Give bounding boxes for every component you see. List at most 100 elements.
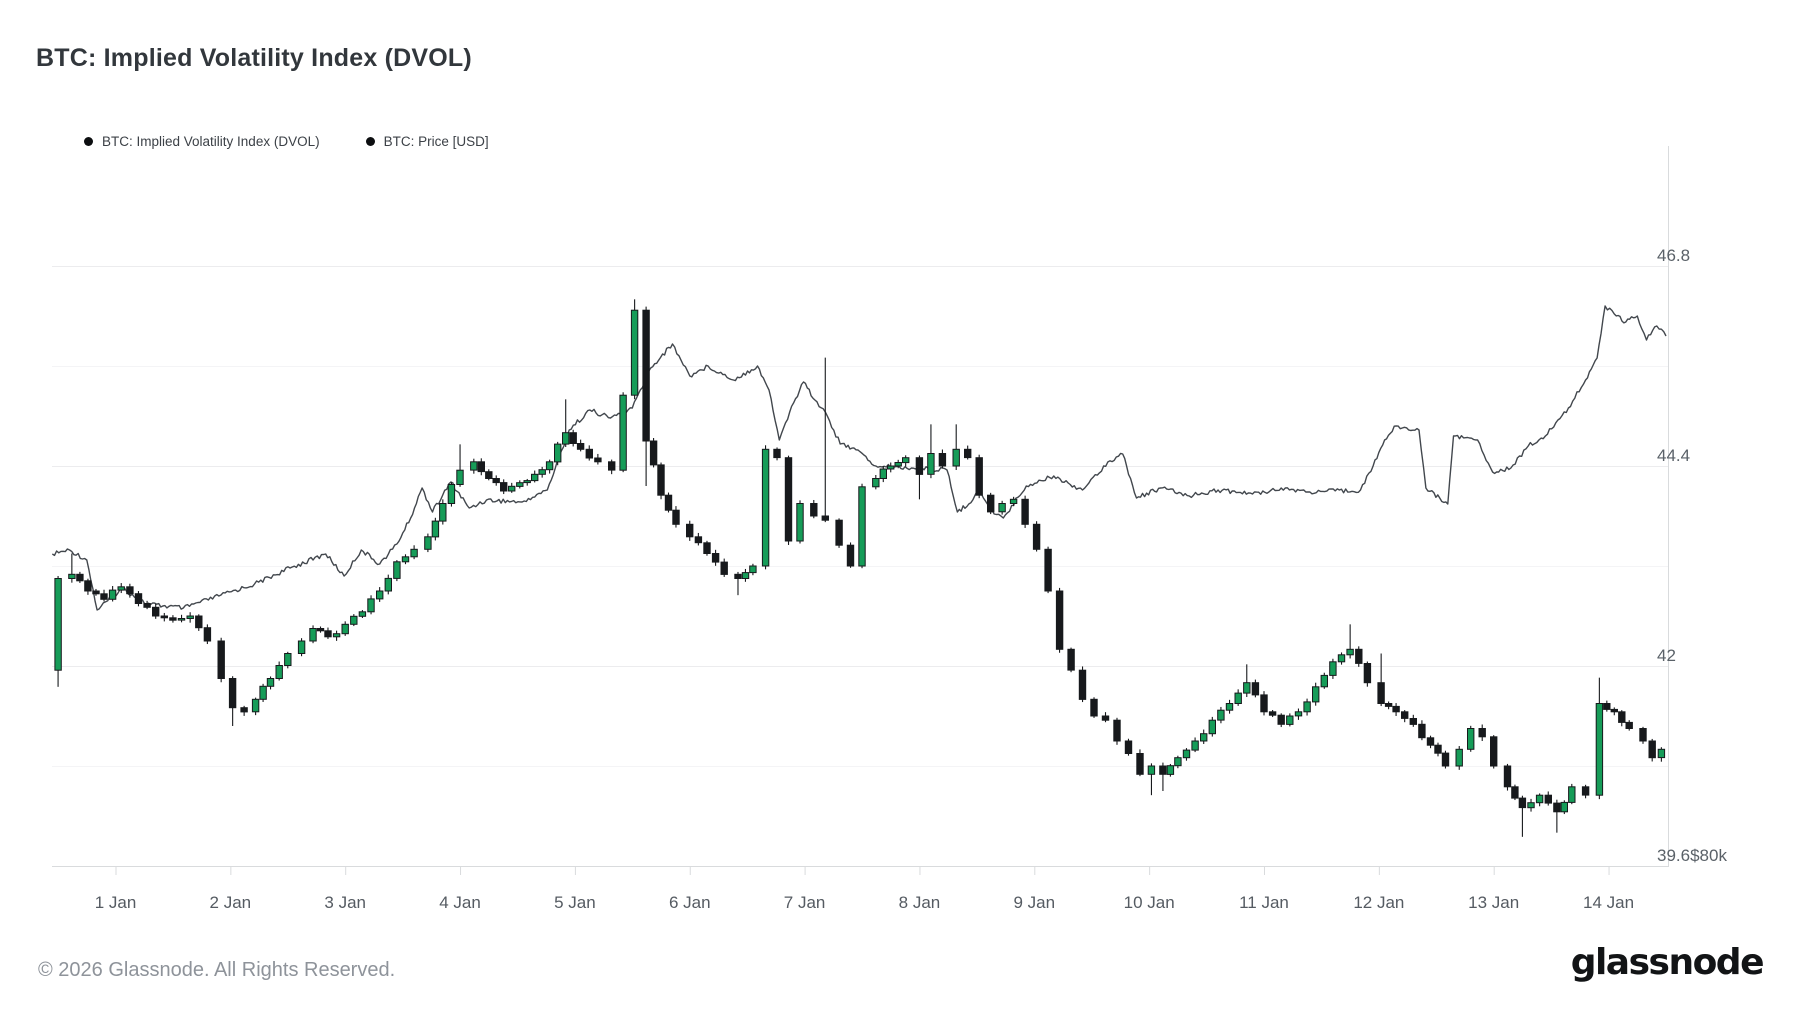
chart-plot-area[interactable] [51,146,1669,880]
candle-body [297,640,306,654]
candle-body [1113,719,1121,742]
candle-body [1067,648,1075,671]
candle-body [846,544,855,567]
candle-body [686,523,694,538]
candle-body [720,561,728,575]
candle-body [749,565,757,574]
candle-body [275,665,283,679]
candle-body [1021,498,1029,525]
candle-body [1568,786,1576,803]
candle-body [126,586,134,595]
candle-body [160,615,168,619]
candle-body [649,440,658,466]
candle-body [1200,733,1208,742]
legend-label-dvol: BTC: Implied Volatility Index (DVOL) [102,134,320,149]
x-axis-label: 10 Jan [1123,893,1175,912]
x-axis-label: 7 Jan [783,893,826,912]
candle-body [108,589,117,600]
candle-body [1294,711,1303,717]
candle-body [784,457,793,542]
candle-body [401,556,410,563]
candle-body [594,457,602,463]
candle-body [92,590,100,595]
candle-body [1560,801,1568,813]
candle-body [741,572,750,580]
candle-body [1392,705,1400,713]
candle-body [251,698,260,713]
glassnode-logo[interactable]: glassnode [1570,942,1765,983]
candle-body [447,484,456,504]
candle-body [470,461,478,471]
y-axis-label-dvol: 46.8 [1657,246,1691,265]
candle-body [1346,648,1354,656]
candle-body [316,628,325,632]
candle-body [68,573,76,579]
candle-body [1136,753,1144,775]
candle-body [266,678,275,687]
candle-body [376,590,384,600]
candle-body [54,578,62,671]
candle-body [545,461,554,471]
candle-body [332,633,341,638]
legend-item-dvol[interactable]: BTC: Implied Volatility Index (DVOL) [84,134,320,149]
x-axis-label: 12 Jan [1353,893,1405,912]
candle-body [1055,590,1064,650]
candle-body [76,573,84,582]
candle-body [1337,654,1346,663]
candle-body [195,615,203,629]
candle-body [1355,648,1363,664]
candle-body [810,503,818,517]
candle-body [324,630,332,638]
x-axis-label: 8 Jan [898,893,941,912]
candle-body [998,503,1006,513]
candle-body [938,453,947,467]
candle-body [1268,711,1277,716]
candle-body [500,482,508,492]
candle-body [630,309,639,396]
legend-dot-icon [365,137,375,146]
candle-body [1544,794,1552,804]
candle-body [608,461,616,471]
legend-dot-icon [84,137,93,146]
candle-body [186,615,194,619]
copyright-text: © 2026 Glassnode. All Rights Reserved. [38,959,396,981]
x-axis-label: 4 Jan [439,893,481,912]
candle-body [569,432,577,445]
candle-body [1078,669,1087,700]
candle-body [1639,728,1647,742]
candle-body [1581,786,1590,796]
y-axis-label-dvol: 44.4 [1657,446,1691,465]
candle-body [773,448,781,459]
candle-body [1009,498,1018,504]
chart-canvas[interactable] [51,146,1669,880]
candle-body [927,453,935,475]
candle-body [1527,802,1535,809]
candle-body [872,478,880,488]
x-axis-label: 13 Jan [1468,893,1520,912]
candle-body [902,457,910,464]
y-axis-label-dvol: 42 [1657,646,1676,665]
candle-body [1518,797,1527,809]
candle-body [711,553,720,563]
candle-body [664,494,673,511]
candle-body [284,653,292,666]
candle-body [1147,765,1156,775]
legend-item-price[interactable]: BTC: Price [USD] [365,134,489,149]
candle-body [1208,719,1216,735]
candle-body [531,473,539,482]
candle-body [1503,765,1512,788]
candle-body [1251,682,1260,696]
candle-body [134,593,143,605]
candle-body [1320,674,1328,688]
candle-body [1478,728,1486,738]
candle-body [439,503,447,522]
candle-body [1217,709,1225,721]
candle-body [1467,728,1475,750]
candle-body [1401,711,1409,719]
chart-legend: BTC: Implied Volatility Index (DVOL) BTC… [84,134,489,149]
candle-body [217,640,225,679]
candle-body [1124,740,1133,754]
x-axis-label: 9 Jan [1013,893,1056,912]
candle-body [915,457,924,475]
